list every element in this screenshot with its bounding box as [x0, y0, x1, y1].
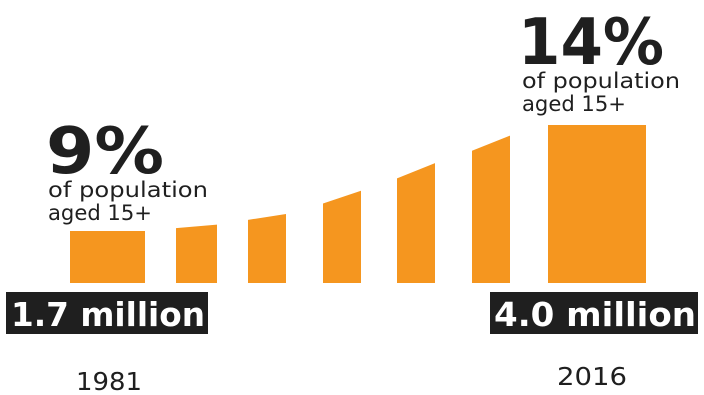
first-percent: 9%: [46, 115, 164, 189]
bar-6: [472, 135, 510, 283]
bar-7: [548, 125, 646, 283]
last-percent: 14%: [518, 6, 664, 80]
bar-3: [248, 214, 286, 283]
first-caption-line1: of population: [48, 178, 208, 202]
last-count-background: [490, 292, 698, 334]
bars-group: [70, 125, 646, 283]
first-caption-line2: aged 15+: [48, 201, 152, 225]
first-count-background: [6, 292, 208, 334]
bar-4: [323, 190, 361, 283]
last-year-label: 2016: [557, 362, 627, 391]
last-caption-line1: of population: [522, 69, 680, 93]
bar-1: [70, 231, 145, 283]
first-year-label: 1981: [76, 367, 142, 395]
last-caption-line2: aged 15+: [522, 92, 626, 116]
last-count-label: 4.0 million: [494, 295, 696, 334]
first-count-label: 1.7 million: [11, 295, 205, 334]
bar-2: [176, 224, 217, 283]
bar-5: [397, 163, 435, 283]
